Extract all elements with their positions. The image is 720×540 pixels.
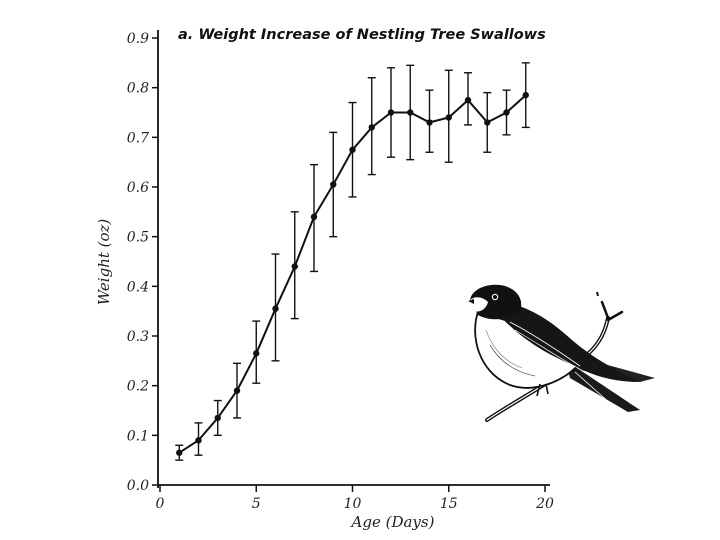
x-ticks: 0 5 10 15 20 <box>156 485 554 512</box>
data-point <box>272 305 279 312</box>
data-point <box>214 414 221 422</box>
error-bars <box>175 62 530 461</box>
x-tick-label: 5 <box>252 496 261 512</box>
data-point <box>195 437 202 444</box>
y-tick-label: 0.0 <box>127 478 149 494</box>
data-point <box>522 91 529 99</box>
x-tick-label: 20 <box>535 496 554 512</box>
x-tick-label: 0 <box>156 496 165 512</box>
y-tick-label: 0.9 <box>127 31 149 47</box>
data-point <box>176 449 183 456</box>
data-point <box>330 181 337 188</box>
data-point <box>407 109 414 116</box>
chart-title: a. Weight Increase of Nestling Tree Swal… <box>178 27 546 43</box>
data-point <box>426 119 433 126</box>
y-tick-label: 0.6 <box>127 180 149 196</box>
x-tick-label: 15 <box>440 496 458 512</box>
y-tick-label: 0.2 <box>127 379 149 395</box>
x-tick-label: 10 <box>344 496 362 512</box>
data-point <box>253 350 260 357</box>
data-point <box>291 263 298 270</box>
data-point <box>445 114 452 121</box>
tree-swallow-illustration <box>468 284 655 422</box>
data-point <box>387 109 395 116</box>
data-point <box>484 119 491 126</box>
data-point <box>503 109 510 116</box>
data-point <box>464 96 472 104</box>
y-ticks: 0.0 0.1 0.2 0.3 0.4 0.5 0.6 0.7 0.8 0.9 <box>127 31 158 494</box>
data-points <box>176 91 529 456</box>
data-point <box>233 387 241 394</box>
y-tick-label: 0.7 <box>127 130 149 146</box>
data-point <box>368 124 375 131</box>
y-axis-label: Weight (oz) <box>95 219 113 306</box>
y-tick-label: 0.4 <box>127 279 149 295</box>
x-axis-label: Age (Days) <box>350 513 435 531</box>
y-tick-label: 0.8 <box>127 81 149 97</box>
y-tick-label: 0.3 <box>127 329 149 345</box>
data-point <box>310 213 318 220</box>
y-tick-label: 0.5 <box>127 230 149 246</box>
y-tick-label: 0.1 <box>127 428 149 444</box>
data-point <box>349 146 356 153</box>
